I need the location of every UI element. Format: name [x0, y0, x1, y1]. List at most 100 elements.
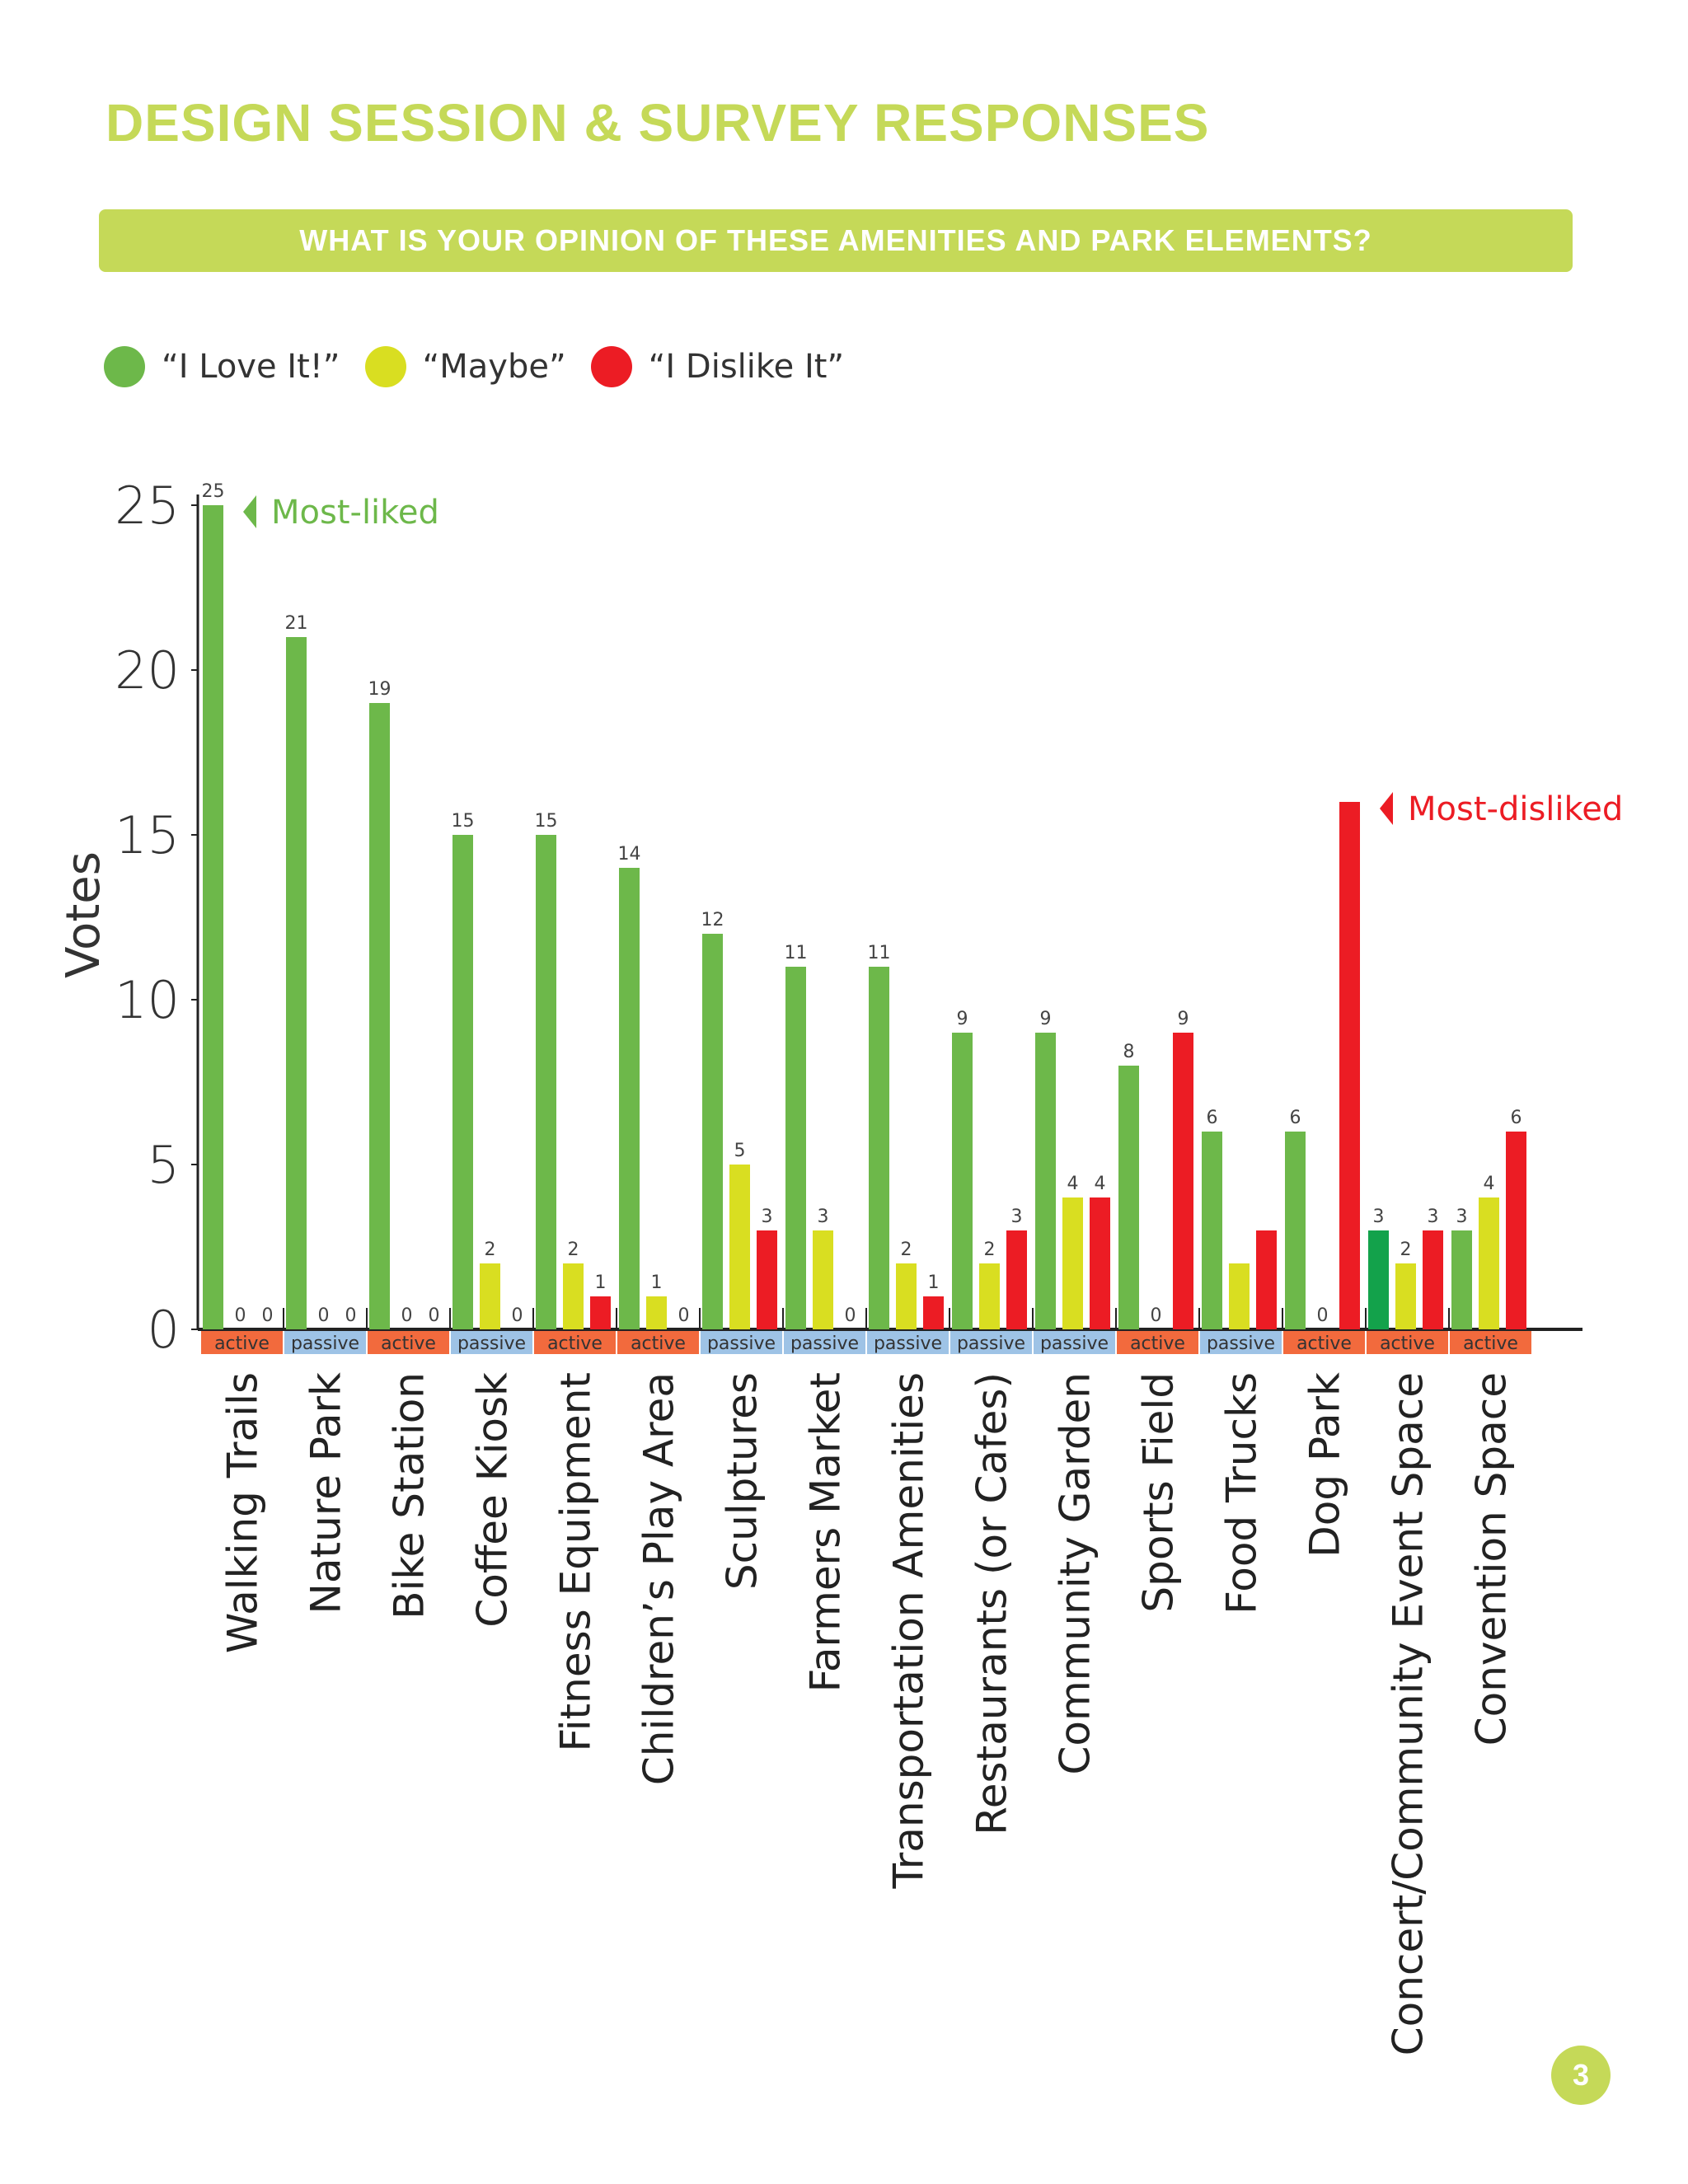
value-label: 21: [285, 613, 308, 634]
value-label: 4: [1095, 1174, 1106, 1194]
category-tag-box: [1034, 1331, 1115, 1354]
value-label: 1: [595, 1272, 607, 1293]
value-label: 0: [845, 1305, 856, 1326]
y-tick-label: 15: [115, 805, 180, 865]
bar: [1202, 1132, 1222, 1329]
bar: [1006, 1230, 1027, 1329]
page-number: 3: [1551, 2046, 1611, 2105]
value-label: 3: [1011, 1207, 1023, 1227]
bar: [1451, 1230, 1472, 1329]
bar: [1090, 1197, 1110, 1329]
value-label: 0: [1151, 1305, 1162, 1326]
annotation-arrow: [1380, 792, 1393, 825]
category-tag-label: passive: [457, 1333, 526, 1354]
bar: [869, 967, 889, 1329]
category-tag-box: [534, 1331, 616, 1354]
value-label: 6: [1207, 1108, 1218, 1128]
bar: [1368, 1230, 1389, 1329]
value-label: 6: [1290, 1108, 1301, 1128]
bar: [1479, 1197, 1499, 1329]
value-label: 3: [1373, 1207, 1385, 1227]
bar: [1506, 1132, 1526, 1329]
category-tag-label: passive: [957, 1333, 1025, 1354]
category-tag-label: active: [1380, 1333, 1435, 1354]
x-tick-label: Children’s Play Area: [635, 1372, 683, 1785]
bar: [1173, 1033, 1193, 1329]
bar: [1339, 802, 1360, 1329]
annotation-label: Most-liked: [271, 494, 439, 532]
value-label: 1: [651, 1272, 663, 1293]
value-label: 9: [1178, 1009, 1189, 1029]
value-label: 11: [785, 943, 808, 963]
bar: [1395, 1263, 1416, 1329]
value-label: 3: [1456, 1207, 1468, 1227]
category-tag-box: [1283, 1331, 1365, 1354]
legend-item-maybe: “Maybe”: [364, 346, 566, 387]
value-label: 0: [235, 1305, 246, 1326]
x-tick-label: Coffee Kiosk: [469, 1372, 517, 1628]
value-label: 14: [618, 844, 641, 865]
legend-swatch-love: [104, 346, 145, 387]
category-tag-label: passive: [790, 1333, 859, 1354]
x-tick-label: Concert/Community Event Space: [1385, 1372, 1432, 2055]
x-tick-label: Community Garden: [1052, 1372, 1100, 1775]
category-tag-box: [867, 1331, 949, 1354]
bar: [979, 1263, 1000, 1329]
page-title: DESIGN SESSION & SURVEY RESPONSES: [106, 93, 1210, 152]
value-label: 2: [485, 1240, 496, 1260]
x-tick-label: Nature Park: [302, 1372, 350, 1615]
value-label: 6: [1511, 1108, 1522, 1128]
bar: [480, 1263, 500, 1329]
category-tag-label: active: [547, 1333, 603, 1354]
value-label: 0: [318, 1305, 330, 1326]
category-tag-label: passive: [1207, 1333, 1275, 1354]
value-label: 9: [1040, 1009, 1052, 1029]
question-banner: WHAT IS YOUR OPINION OF THESE AMENITIES …: [99, 209, 1573, 272]
category-tag-label: passive: [874, 1333, 942, 1354]
value-label: 0: [678, 1305, 690, 1326]
bar: [1229, 1263, 1250, 1329]
category-tag-label: passive: [291, 1333, 359, 1354]
y-tick-label: 25: [115, 476, 180, 536]
category-tag-label: active: [631, 1333, 686, 1354]
x-tick-label: Convention Space: [1468, 1372, 1516, 1746]
value-label: 3: [762, 1207, 773, 1227]
category-tag-box: [1450, 1331, 1531, 1354]
value-label: 2: [1400, 1240, 1412, 1260]
legend-label-maybe: “Maybe”: [422, 348, 566, 386]
bar: [952, 1033, 973, 1329]
category-tag-label: active: [1463, 1333, 1518, 1354]
bar: [590, 1296, 611, 1329]
x-tick-label: Fitness Equipment: [552, 1372, 600, 1751]
legend-label-dislike: “I Dislike It”: [648, 348, 845, 386]
category-tag-box: [1367, 1331, 1448, 1354]
legend: “I Love It!” “Maybe” “I Dislike It”: [104, 346, 869, 387]
category-tag-box: [617, 1331, 699, 1354]
category-tag-label: passive: [1040, 1333, 1109, 1354]
x-tick-label: Sculptures: [719, 1372, 767, 1590]
annotation-label: Most-disliked: [1408, 790, 1623, 828]
value-label: 3: [818, 1207, 829, 1227]
bar: [369, 703, 390, 1329]
value-label: 12: [701, 910, 724, 930]
value-label: 15: [535, 811, 558, 832]
legend-swatch-maybe: [364, 346, 406, 387]
x-tick-label: Dog Park: [1301, 1372, 1349, 1558]
bar: [896, 1263, 917, 1329]
bar: [1285, 1132, 1306, 1329]
bar: [1256, 1230, 1277, 1329]
value-label: 0: [345, 1305, 357, 1326]
legend-swatch-dislike: [590, 346, 632, 387]
bar: [563, 1263, 584, 1329]
value-label: 0: [429, 1305, 440, 1326]
value-label: 0: [401, 1305, 413, 1326]
x-tick-label: Food Trucks: [1218, 1372, 1266, 1615]
value-label: 11: [868, 943, 891, 963]
category-tag-label: active: [381, 1333, 436, 1354]
category-tag-box: [701, 1331, 782, 1354]
bar: [452, 835, 473, 1329]
y-tick-label: 20: [115, 640, 180, 701]
bar: [619, 868, 640, 1329]
bar: [286, 637, 307, 1329]
